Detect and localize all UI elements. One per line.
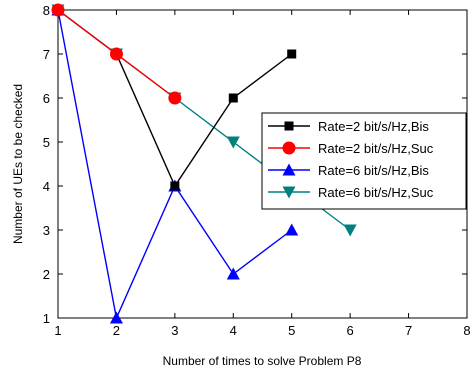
data-point: [226, 267, 240, 280]
data-point: [228, 93, 238, 103]
y-tick-label: 5: [43, 135, 50, 150]
legend-label: Rate=2 bit/s/Hz,Bis: [318, 119, 429, 134]
data-point: [226, 136, 240, 149]
data-point: [170, 181, 180, 191]
series-1: [51, 3, 182, 105]
y-tick-label: 1: [43, 311, 50, 326]
x-axis-label: Number of times to solve Problem P8: [163, 354, 362, 368]
ticks-layer: 1 2 3 4 5 6 7 8 1 2 3 4 5 6 7 8: [43, 3, 471, 338]
y-tick-label: 7: [43, 47, 50, 62]
legend: Rate=2 bit/s/Hz,Bis Rate=2 bit/s/Hz,Suc Ra…: [261, 112, 467, 210]
x-tick-label: 7: [405, 323, 412, 338]
y-tick-label: 8: [43, 3, 50, 18]
legend-label: Rate=2 bit/s/Hz,Suc: [318, 141, 434, 156]
data-point: [109, 47, 123, 61]
data-point: [285, 223, 299, 236]
legend-label: Rate=6 bit/s/Hz,Suc: [318, 185, 434, 200]
x-tick-label: 4: [230, 323, 237, 338]
legend-marker: [282, 186, 296, 199]
x-tick-label: 8: [463, 323, 470, 338]
x-tick-label: 6: [347, 323, 354, 338]
x-tick-label: 2: [113, 323, 120, 338]
y-tick-label: 4: [43, 179, 50, 194]
y-tick-label: 6: [43, 91, 50, 106]
legend-marker: [282, 141, 296, 155]
legend-marker: [282, 163, 296, 176]
x-tick-label: 3: [171, 323, 178, 338]
data-point: [109, 311, 123, 324]
legend-box: [261, 112, 467, 210]
y-tick-label: 3: [43, 223, 50, 238]
legend-label: Rate=6 bit/s/Hz,Bis: [318, 163, 429, 178]
legend-marker: [284, 121, 294, 131]
x-tick-label: 1: [54, 323, 61, 338]
data-point: [343, 224, 357, 237]
data-point: [51, 3, 65, 17]
y-tick-label: 2: [43, 267, 50, 282]
data-point: [168, 91, 182, 105]
data-point: [287, 49, 297, 59]
x-tick-label: 5: [288, 323, 295, 338]
y-axis-label: Number of UEs to be checked: [11, 84, 25, 244]
